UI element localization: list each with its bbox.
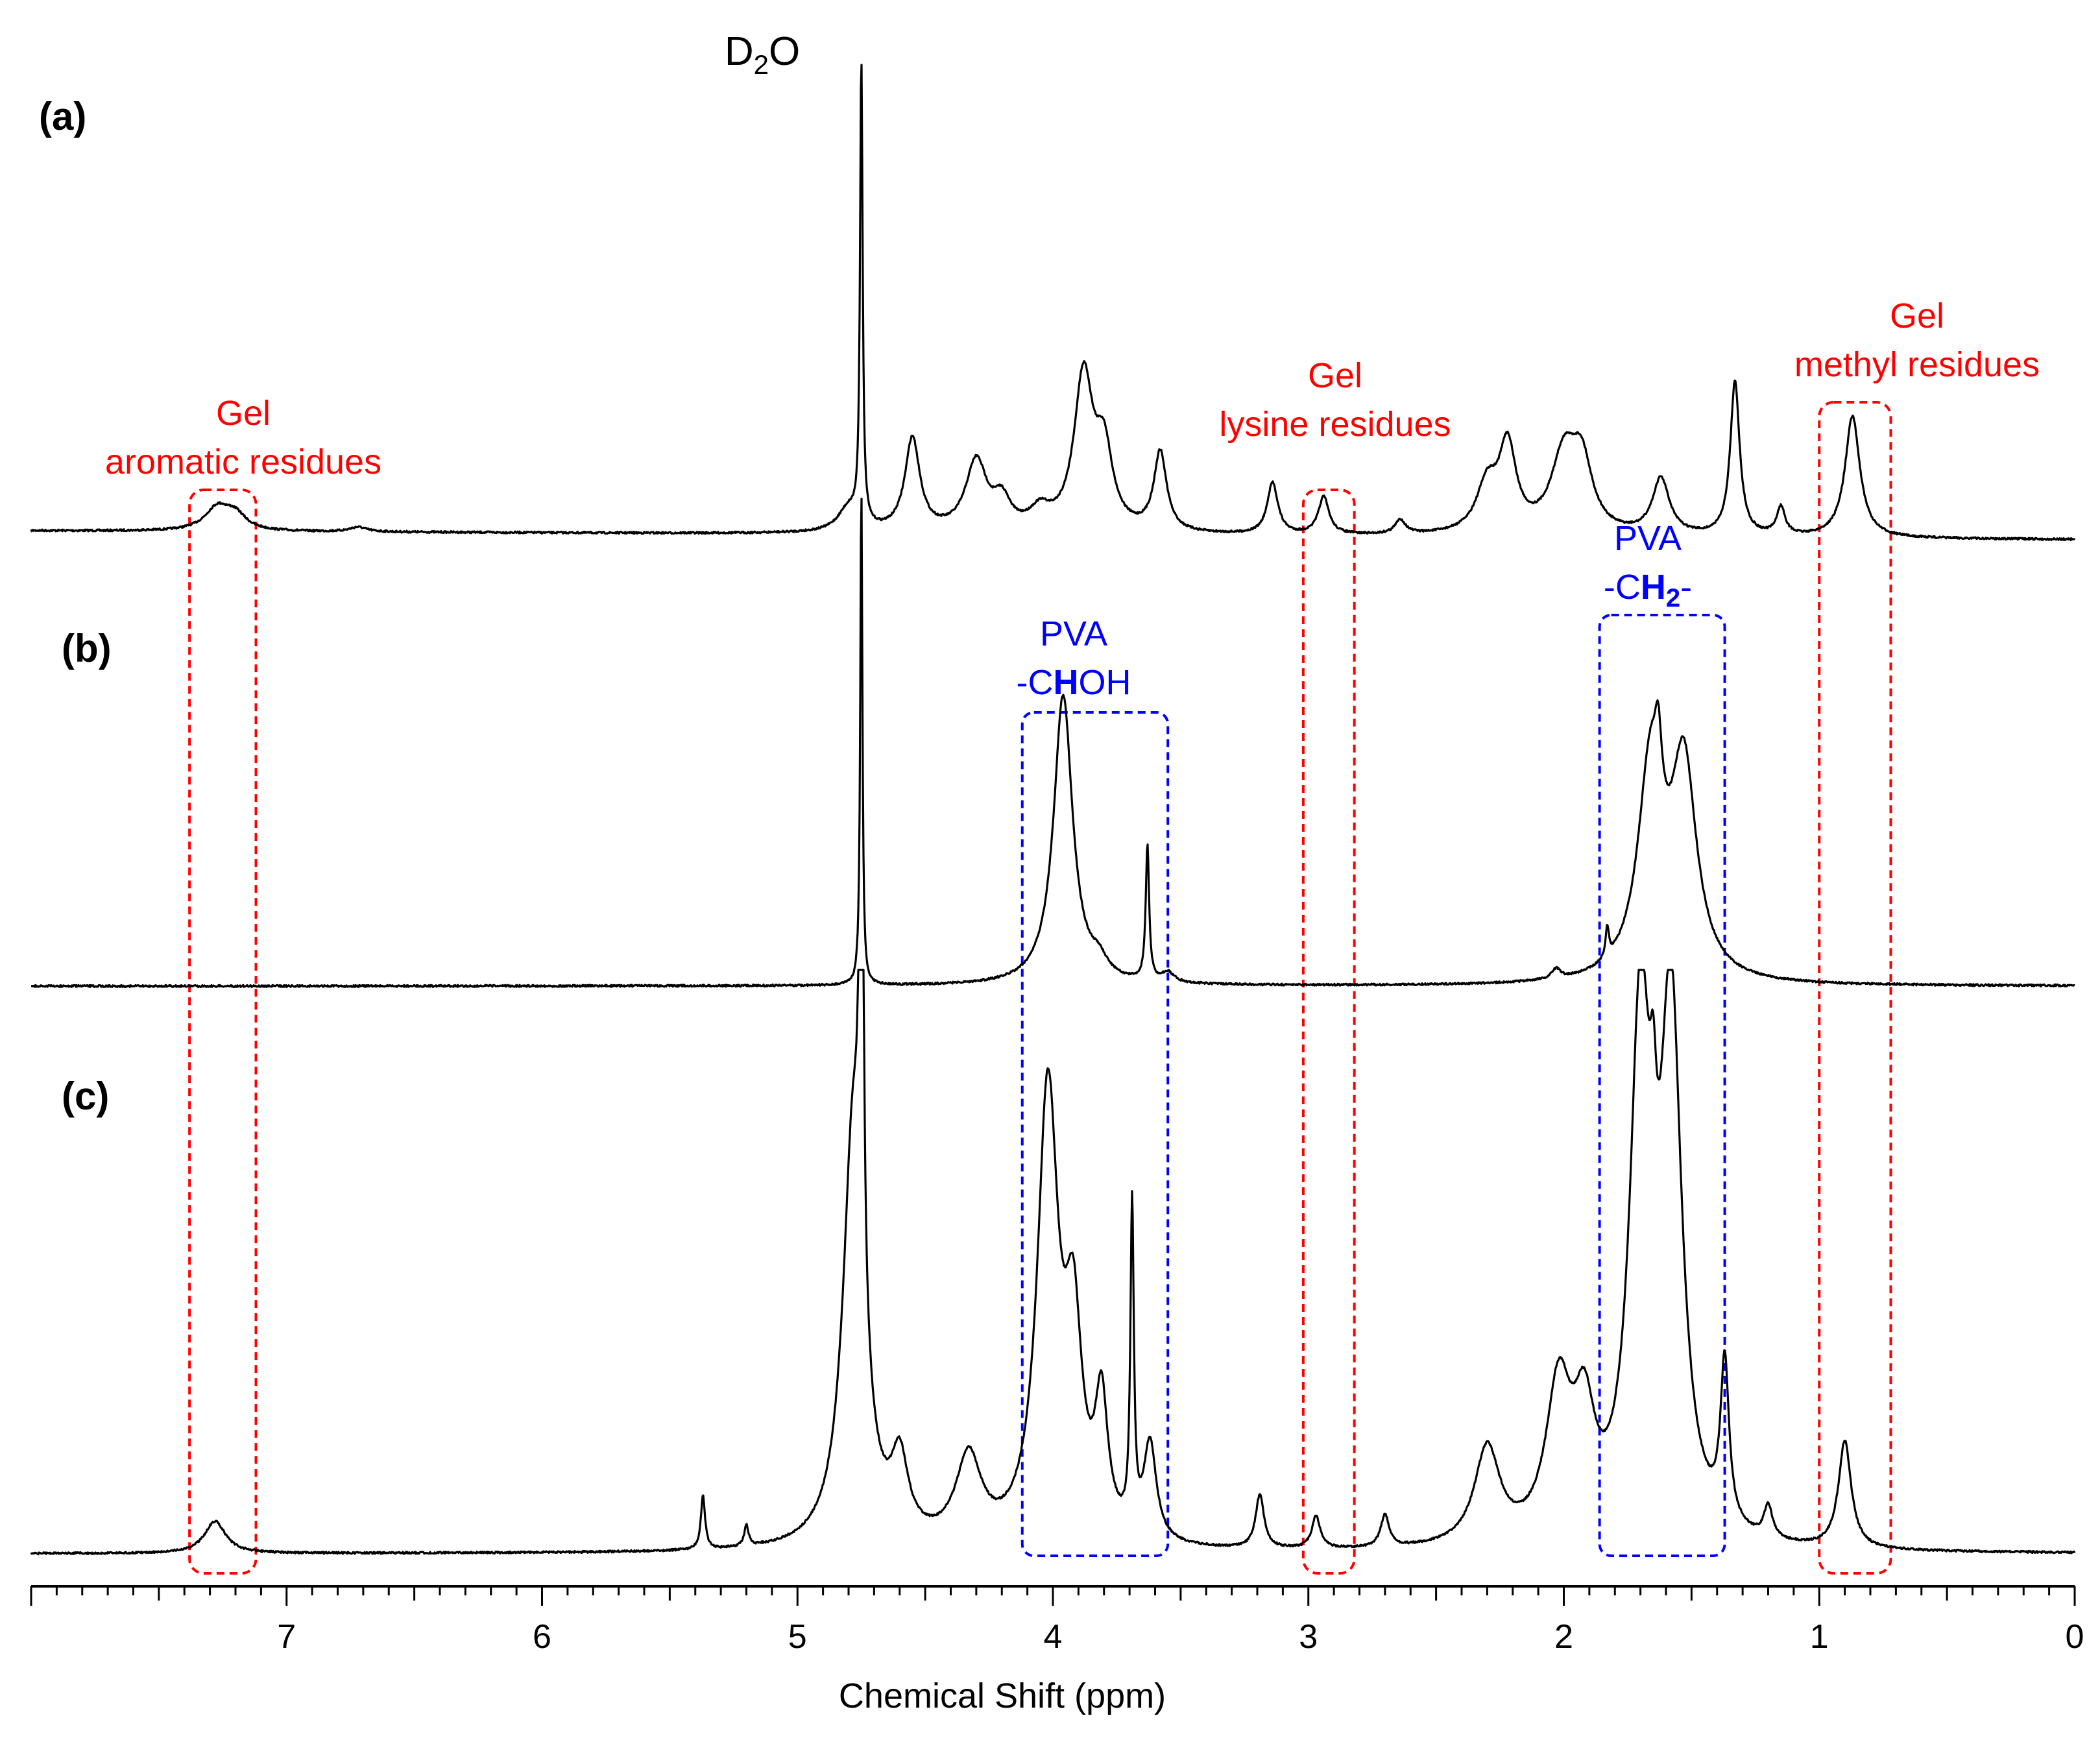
x-tick-label: 1	[1810, 1618, 1829, 1656]
spectrum-line-b	[30, 498, 2075, 989]
x-tick-label: 5	[788, 1618, 807, 1656]
panel-label-c: (c)	[62, 1074, 109, 1118]
d2o-label: D2O	[725, 29, 800, 80]
red-box-1	[1301, 489, 1356, 1575]
ann-pva-ch2-pre: -C	[1604, 568, 1641, 607]
ann-aromatic-line2: aromatic residues	[105, 442, 381, 481]
ann-pva-choh-bold: H	[1053, 663, 1078, 702]
ann-pva-ch2-bold: H	[1641, 568, 1666, 607]
d2o-label-sub: 2	[754, 49, 769, 80]
ann-methyl-line2: methyl residues	[1794, 345, 2040, 384]
ann-lysine-line1: Gel	[1308, 356, 1362, 395]
ann-methyl-line1: Gel	[1890, 296, 1944, 335]
spectra-group	[30, 64, 2076, 1556]
x-tick-label: 4	[1044, 1618, 1063, 1656]
spectrum-line-a	[30, 64, 2076, 542]
ann-pva-ch2-sub: 2	[1666, 584, 1680, 612]
x-tick-label: 6	[533, 1618, 551, 1656]
ann-pva-ch2-line2: -CH2-	[1604, 568, 1692, 612]
red-box-0	[188, 489, 258, 1575]
ann-pva-ch2-line1: PVA	[1614, 519, 1682, 558]
ann-pva-choh-post: OH	[1078, 663, 1131, 702]
x-tick-label: 2	[1554, 1618, 1573, 1656]
red-box-2	[1818, 401, 1892, 1575]
x-axis: 7 6 5 4 3 2 1 0	[30, 1585, 2084, 1656]
spectrum-line-c	[30, 969, 2076, 1556]
ann-pva-choh-line2: -CHOH	[1017, 663, 1131, 702]
x-tick-label: 7	[277, 1618, 296, 1656]
blue-box-0	[1020, 711, 1170, 1557]
d2o-label-end: O	[769, 29, 800, 74]
ann-lysine-line2: lysine residues	[1219, 405, 1451, 444]
x-axis-title: Chemical Shift (ppm)	[839, 1676, 1166, 1715]
blue-box-1	[1598, 614, 1726, 1557]
annotation-boxes	[188, 401, 1892, 1575]
panel-label-b: (b)	[62, 627, 112, 670]
ann-aromatic-line1: Gel	[216, 394, 271, 433]
x-tick-label: 3	[1299, 1618, 1318, 1656]
panel-label-a: (a)	[39, 95, 86, 138]
ann-pva-ch2-post: -	[1680, 568, 1692, 607]
x-tick-label: 0	[2066, 1618, 2084, 1656]
ann-pva-choh-pre: -C	[1017, 663, 1054, 702]
ann-pva-choh-line1: PVA	[1040, 614, 1107, 653]
d2o-label-main: D	[725, 29, 754, 74]
